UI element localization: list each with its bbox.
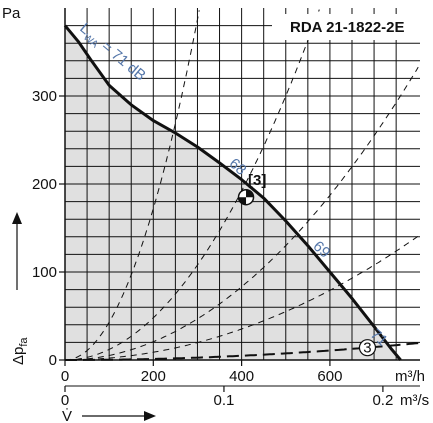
x-tick-label: 0 (61, 368, 69, 385)
x-unit-secondary: m³/s (400, 392, 429, 409)
x2-tick-label: 0 (61, 392, 69, 409)
shaded-area (65, 25, 401, 360)
axes: 0 100 200 300 0 200 400 600 0 0.1 0.2 (32, 8, 420, 409)
x2-tick-label: 0.2 (372, 392, 393, 409)
grid (65, 8, 420, 360)
y-unit-label: Pa (2, 5, 21, 22)
x-tick-label: 600 (317, 368, 342, 385)
chart-title: RDA 21-1822-2E (290, 19, 405, 36)
x-axis-arrow (82, 411, 156, 421)
operating-area (65, 25, 401, 360)
x-axis-title: V̇ (62, 408, 72, 423)
operating-point-quadrant (246, 189, 254, 198)
x-tick-label: 200 (141, 368, 166, 385)
title-box (272, 14, 433, 40)
circled-marker-label: 3 (363, 340, 371, 357)
y-tick-label: 200 (32, 176, 57, 193)
svg-text:Δpfa: Δpfa (10, 337, 30, 365)
system-curve (65, 66, 419, 361)
y-axis-title: Δpfa (10, 337, 30, 365)
x2-tick-label: 0.1 (214, 392, 235, 409)
y-axis-title-main: Δp (10, 347, 27, 365)
operating-point-label: [3] (248, 172, 266, 189)
y-axis-title-sub: fa (18, 337, 30, 347)
x-tick-label: 400 (229, 368, 254, 385)
y-tick-label: 100 (32, 264, 57, 281)
fan-curve (63, 24, 402, 361)
circled-marker (358, 339, 377, 357)
operating-point-quadrant (238, 197, 247, 205)
y-tick-label: 0 (49, 352, 57, 369)
system-curve (64, 10, 200, 361)
y-tick-label: 300 (32, 88, 57, 105)
y-axis-arrow (12, 212, 22, 290)
x-unit-primary: m³/h (395, 368, 425, 385)
system-curve (65, 235, 419, 361)
